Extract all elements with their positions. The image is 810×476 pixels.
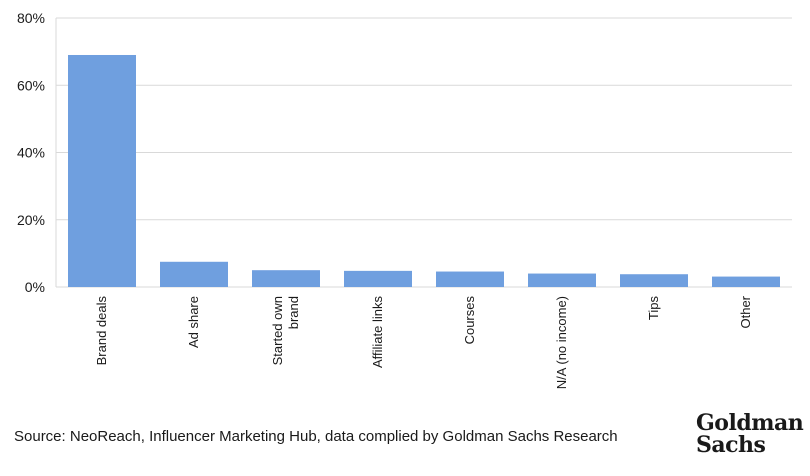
x-category-label: Started own bbox=[270, 296, 285, 365]
x-axis-category-labels: Brand deals Ad share Started own brand Affil… bbox=[94, 295, 753, 389]
x-category-label: Ad share bbox=[186, 296, 201, 348]
bar bbox=[436, 271, 504, 287]
x-category-label: Tips bbox=[646, 296, 661, 321]
y-tick-label: 20% bbox=[17, 212, 45, 228]
logo-line-1: Goldman bbox=[696, 410, 804, 436]
x-category-label: Other bbox=[738, 295, 753, 328]
y-axis-tick-labels: 0% 20% 40% 60% 80% bbox=[17, 10, 45, 295]
x-category-label: Brand deals bbox=[94, 296, 109, 366]
y-tick-label: 80% bbox=[17, 10, 45, 26]
goldman-sachs-logo: Goldman Sachs bbox=[696, 410, 804, 458]
bar bbox=[160, 261, 228, 287]
bar bbox=[528, 273, 596, 287]
bar bbox=[252, 270, 320, 287]
y-tick-label: 40% bbox=[17, 145, 45, 161]
gridlines bbox=[55, 17, 792, 288]
y-tick-label: 60% bbox=[17, 77, 45, 93]
x-category-label: brand bbox=[286, 296, 301, 329]
bars bbox=[68, 54, 780, 287]
bar bbox=[712, 276, 780, 287]
x-category-label: Courses bbox=[462, 296, 477, 345]
x-category-label: Affiliate links bbox=[370, 296, 385, 369]
source-note: Source: NeoReach, Influencer Marketing H… bbox=[14, 428, 618, 445]
logo-line-2: Sachs bbox=[696, 432, 766, 458]
bar-chart: 0% 20% 40% 60% 80% Brand deals Ad share Starte… bbox=[17, 10, 792, 389]
y-tick-label: 0% bbox=[25, 279, 45, 295]
bar bbox=[620, 274, 688, 287]
bar bbox=[68, 54, 136, 287]
x-category-label: N/A (no income) bbox=[554, 296, 569, 389]
bar bbox=[344, 270, 412, 287]
